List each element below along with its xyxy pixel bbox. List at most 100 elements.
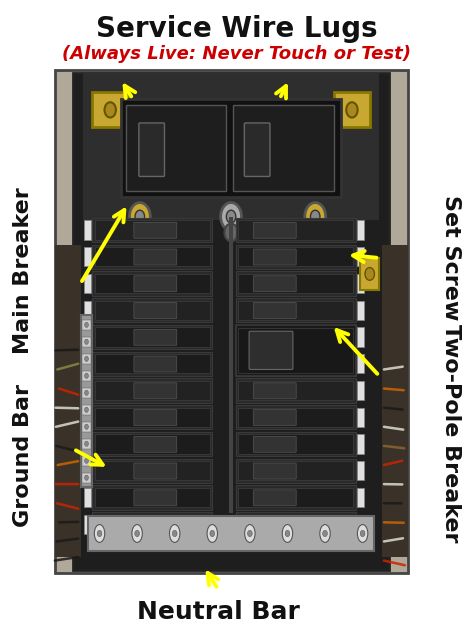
FancyBboxPatch shape	[84, 354, 91, 373]
FancyBboxPatch shape	[84, 461, 91, 480]
FancyBboxPatch shape	[134, 410, 177, 426]
FancyBboxPatch shape	[249, 331, 293, 369]
FancyBboxPatch shape	[253, 356, 296, 372]
Circle shape	[365, 268, 374, 280]
FancyBboxPatch shape	[253, 436, 296, 452]
FancyBboxPatch shape	[92, 432, 212, 456]
FancyBboxPatch shape	[84, 488, 91, 507]
Circle shape	[227, 210, 236, 223]
Circle shape	[221, 203, 241, 231]
Circle shape	[84, 356, 88, 361]
Ellipse shape	[94, 525, 105, 543]
FancyBboxPatch shape	[126, 105, 227, 191]
FancyBboxPatch shape	[253, 383, 296, 399]
Text: (Always Live: Never Touch or Test): (Always Live: Never Touch or Test)	[63, 45, 411, 63]
FancyBboxPatch shape	[238, 220, 353, 240]
FancyBboxPatch shape	[81, 315, 92, 487]
FancyBboxPatch shape	[134, 249, 177, 265]
FancyBboxPatch shape	[84, 247, 91, 266]
FancyBboxPatch shape	[82, 439, 91, 449]
FancyBboxPatch shape	[95, 408, 210, 427]
FancyBboxPatch shape	[95, 381, 210, 400]
FancyBboxPatch shape	[121, 99, 341, 197]
Circle shape	[84, 390, 88, 396]
Circle shape	[210, 530, 215, 536]
Circle shape	[305, 203, 326, 231]
Ellipse shape	[207, 525, 218, 543]
FancyBboxPatch shape	[82, 337, 91, 347]
FancyBboxPatch shape	[134, 436, 177, 452]
FancyBboxPatch shape	[236, 298, 356, 322]
FancyBboxPatch shape	[236, 512, 356, 536]
Text: Neutral Bar: Neutral Bar	[137, 599, 300, 624]
FancyBboxPatch shape	[238, 274, 353, 293]
FancyBboxPatch shape	[82, 422, 91, 432]
FancyBboxPatch shape	[357, 488, 364, 507]
FancyBboxPatch shape	[55, 70, 408, 573]
FancyBboxPatch shape	[253, 222, 296, 238]
FancyBboxPatch shape	[238, 327, 353, 347]
FancyBboxPatch shape	[92, 405, 212, 429]
FancyBboxPatch shape	[357, 408, 364, 427]
FancyBboxPatch shape	[236, 245, 356, 269]
FancyBboxPatch shape	[238, 515, 353, 534]
FancyBboxPatch shape	[82, 404, 91, 415]
FancyBboxPatch shape	[253, 517, 296, 533]
FancyBboxPatch shape	[92, 271, 212, 296]
Ellipse shape	[320, 525, 330, 543]
FancyBboxPatch shape	[357, 354, 364, 373]
FancyBboxPatch shape	[95, 515, 210, 534]
FancyBboxPatch shape	[236, 325, 356, 349]
FancyBboxPatch shape	[357, 220, 364, 240]
FancyBboxPatch shape	[236, 485, 356, 510]
FancyBboxPatch shape	[92, 245, 212, 269]
FancyBboxPatch shape	[253, 276, 296, 292]
FancyBboxPatch shape	[334, 92, 370, 127]
FancyBboxPatch shape	[84, 408, 91, 427]
FancyBboxPatch shape	[238, 247, 353, 266]
Ellipse shape	[357, 525, 368, 543]
Circle shape	[84, 458, 88, 463]
FancyBboxPatch shape	[253, 463, 296, 479]
FancyBboxPatch shape	[233, 105, 334, 191]
FancyBboxPatch shape	[84, 381, 91, 400]
Circle shape	[135, 210, 145, 223]
FancyBboxPatch shape	[357, 327, 364, 347]
FancyBboxPatch shape	[357, 515, 364, 534]
Circle shape	[346, 102, 358, 117]
FancyBboxPatch shape	[92, 298, 212, 322]
Circle shape	[285, 530, 290, 536]
FancyBboxPatch shape	[236, 352, 356, 376]
FancyBboxPatch shape	[134, 329, 177, 345]
FancyBboxPatch shape	[84, 301, 91, 320]
FancyBboxPatch shape	[139, 123, 164, 176]
Circle shape	[97, 530, 102, 536]
Circle shape	[104, 102, 116, 117]
Circle shape	[84, 340, 88, 345]
FancyBboxPatch shape	[55, 245, 81, 557]
FancyBboxPatch shape	[134, 276, 177, 292]
FancyBboxPatch shape	[82, 354, 91, 364]
Circle shape	[310, 210, 320, 223]
FancyBboxPatch shape	[82, 455, 91, 466]
FancyBboxPatch shape	[95, 274, 210, 293]
FancyBboxPatch shape	[134, 303, 177, 318]
Text: Ground Bar: Ground Bar	[13, 384, 33, 527]
Ellipse shape	[282, 525, 292, 543]
FancyBboxPatch shape	[357, 434, 364, 454]
Circle shape	[84, 322, 88, 327]
FancyBboxPatch shape	[92, 325, 212, 349]
FancyBboxPatch shape	[134, 222, 177, 238]
FancyBboxPatch shape	[92, 485, 212, 510]
Circle shape	[84, 441, 88, 447]
FancyBboxPatch shape	[82, 320, 91, 330]
FancyBboxPatch shape	[238, 461, 353, 480]
FancyBboxPatch shape	[357, 274, 364, 293]
FancyBboxPatch shape	[360, 258, 379, 290]
FancyBboxPatch shape	[253, 490, 296, 506]
Ellipse shape	[132, 525, 142, 543]
FancyBboxPatch shape	[95, 434, 210, 454]
FancyBboxPatch shape	[82, 388, 91, 398]
FancyBboxPatch shape	[84, 220, 91, 240]
Circle shape	[173, 530, 177, 536]
